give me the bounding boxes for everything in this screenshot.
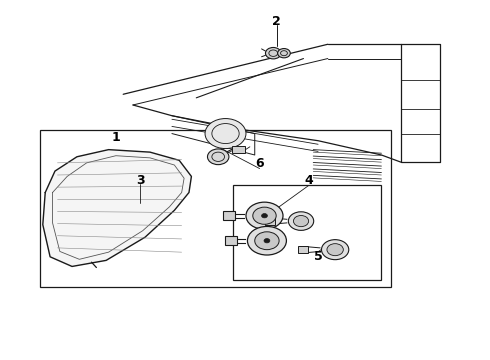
Circle shape	[321, 240, 349, 260]
Circle shape	[207, 149, 229, 165]
Bar	[224, 236, 237, 246]
Bar	[223, 211, 235, 220]
Bar	[233, 185, 381, 280]
Circle shape	[278, 49, 290, 58]
Bar	[40, 130, 391, 287]
Bar	[298, 246, 308, 253]
Circle shape	[266, 48, 281, 59]
Circle shape	[247, 226, 287, 255]
Text: 3: 3	[136, 174, 145, 186]
Circle shape	[253, 207, 276, 224]
Polygon shape	[43, 150, 192, 266]
Text: 2: 2	[272, 14, 281, 27]
Text: 1: 1	[112, 131, 120, 144]
Text: 5: 5	[314, 250, 322, 263]
Circle shape	[264, 239, 270, 243]
Bar	[265, 217, 275, 225]
Text: 4: 4	[304, 174, 313, 187]
Text: 6: 6	[255, 157, 264, 170]
Circle shape	[262, 213, 268, 218]
Circle shape	[246, 202, 283, 229]
Circle shape	[205, 118, 246, 149]
Circle shape	[288, 212, 314, 230]
Circle shape	[255, 232, 279, 249]
Bar	[232, 146, 245, 153]
Circle shape	[294, 216, 309, 227]
Circle shape	[327, 244, 343, 256]
